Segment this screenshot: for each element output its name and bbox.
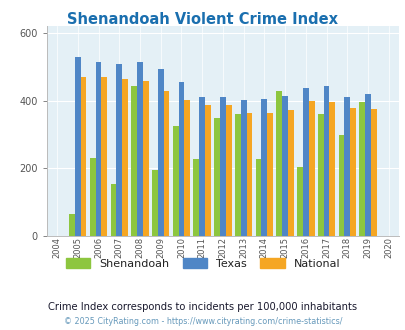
Bar	[95, 62, 101, 236]
Bar	[328, 102, 335, 236]
Bar	[81, 77, 86, 236]
Bar	[158, 69, 163, 236]
Bar	[143, 81, 148, 236]
Text: © 2025 CityRating.com - https://www.cityrating.com/crime-statistics/: © 2025 CityRating.com - https://www.city…	[64, 317, 341, 326]
Bar	[296, 167, 302, 236]
Bar	[69, 214, 75, 236]
Text: Shenandoah Violent Crime Index: Shenandoah Violent Crime Index	[67, 12, 338, 26]
Bar	[131, 85, 137, 236]
Bar	[75, 57, 81, 236]
Bar	[358, 102, 364, 236]
Bar	[350, 108, 355, 236]
Bar	[287, 110, 293, 236]
Bar	[90, 158, 95, 236]
Bar	[122, 79, 128, 236]
Bar	[302, 88, 308, 236]
Bar	[220, 97, 225, 236]
Bar	[172, 126, 178, 236]
Bar	[151, 170, 158, 236]
Bar	[343, 97, 350, 236]
Bar	[110, 183, 116, 236]
Bar	[101, 77, 107, 236]
Bar	[137, 62, 143, 236]
Bar	[184, 100, 190, 236]
Bar	[255, 159, 261, 236]
Bar	[199, 97, 205, 236]
Bar	[364, 94, 370, 236]
Bar	[234, 114, 240, 236]
Bar	[246, 113, 252, 236]
Bar	[163, 91, 169, 236]
Bar	[214, 118, 220, 236]
Bar	[266, 113, 273, 236]
Bar	[281, 96, 287, 236]
Bar	[317, 114, 323, 236]
Bar	[370, 109, 376, 236]
Bar	[261, 99, 266, 236]
Bar	[116, 64, 122, 236]
Bar	[205, 105, 210, 236]
Bar	[338, 135, 343, 236]
Legend: Shenandoah, Texas, National: Shenandoah, Texas, National	[61, 254, 344, 273]
Text: Crime Index corresponds to incidents per 100,000 inhabitants: Crime Index corresponds to incidents per…	[48, 302, 357, 312]
Bar	[178, 82, 184, 236]
Bar	[240, 100, 246, 236]
Bar	[193, 159, 199, 236]
Bar	[276, 91, 281, 236]
Bar	[323, 86, 328, 236]
Bar	[308, 101, 314, 236]
Bar	[225, 105, 231, 236]
